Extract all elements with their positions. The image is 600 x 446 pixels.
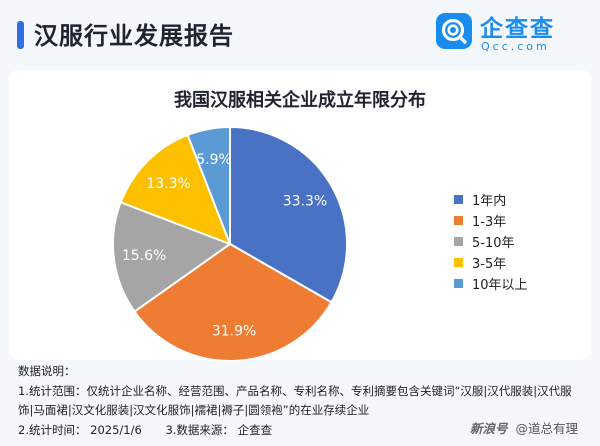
legend-label: 10年以上 [472,278,528,293]
notes-source: 3.数据来源： 企查查 [165,422,273,437]
legend-swatch [454,237,463,246]
pie-label-1-3-years: 31.9% [212,323,256,339]
legend-swatch [454,195,463,204]
pie-label-5-10-years: 15.6% [122,248,166,264]
pie-slice-3-5-years [119,133,232,246]
logo-domain: Qcc.com [481,40,550,53]
title-accent-bar [17,21,24,49]
legend-label: 3-5年 [472,257,507,272]
watermark-badge: 新浪号 [470,421,508,436]
pie-chart: 33.3% 31.9% 15.6% 13.3% 5.9% [112,125,348,362]
legend-label: 1-3年 [472,215,507,230]
qcc-logo-icon [436,13,472,49]
pie-label-1-year: 33.3% [283,194,327,210]
notes-scope-line-1: 1.统计范围：仅统计企业名称、经营范围、产品名称、专利名称、专利摘要包含关键词“… [18,383,572,398]
logo-name: 企查查 [480,16,555,42]
notes-time: 2.统计时间： 2025/1/6 [18,422,142,437]
notes-heading: 数据说明： [18,364,76,378]
report-title: 汉服行业发展报告 [34,22,234,50]
data-notes: 数据说明： 1.统计范围：仅统计企业名称、经营范围、产品名称、专利名称、专利摘要… [18,362,572,441]
pie-slice-1-3-years [133,242,333,362]
notes-scope-line-2: 饰|马面裙|汉文化服装|汉文化服饰|襦裙|褥子|圆领袍”的在业存续企业 [18,403,370,417]
pie-label-10-plus-years: 5.9% [196,152,232,168]
legend-label: 5-10年 [472,236,515,251]
legend-swatch [454,216,463,225]
pie-slice-1-year [229,125,348,304]
watermark-text: @道总有理 [515,421,579,436]
watermark: 新浪号 @道总有理 [470,418,578,437]
legend-label: 1年内 [472,194,507,209]
pie-label-3-5-years: 13.3% [146,176,190,192]
pie-slice-10-plus-years [186,125,231,245]
pie-slice-5-10-years [112,201,233,313]
notes-footer-row: 2.统计时间： 2025/1/6 3.数据来源： 企查查 [18,421,488,441]
legend-swatch [454,279,463,288]
legend-swatch [454,258,463,267]
report-header: 汉服行业发展报告 企查查 Qcc.com [0,0,600,62]
chart-title: 我国汉服相关企业成立年限分布 [174,90,426,111]
